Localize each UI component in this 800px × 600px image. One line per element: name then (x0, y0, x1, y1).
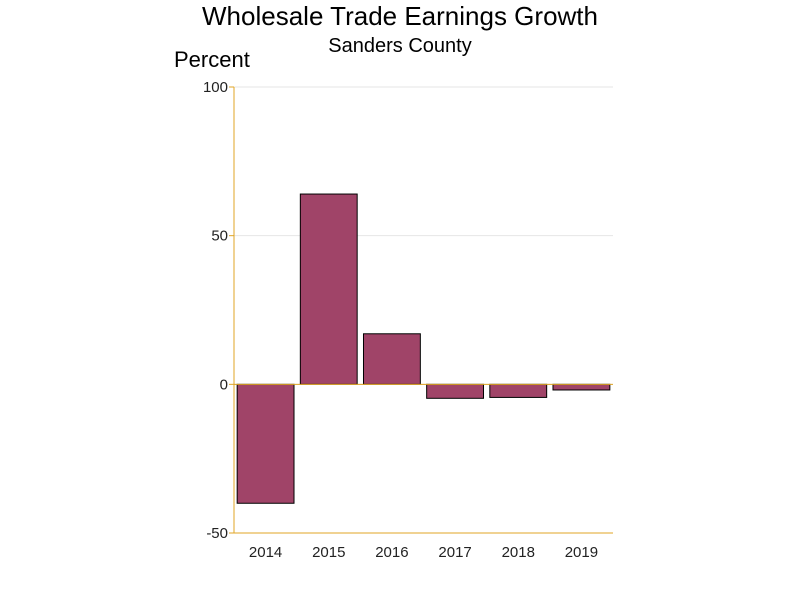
chart-subtitle: Sanders County (328, 35, 471, 57)
x-tick-label: 2018 (502, 544, 535, 561)
bar-2019 (552, 383, 611, 391)
bar-2015 (299, 193, 358, 385)
x-tick-label: 2019 (565, 544, 598, 561)
bar-2018 (489, 383, 548, 398)
y-tick-label: 100 (203, 79, 228, 96)
bar-2016 (362, 333, 421, 385)
bar-2017 (426, 383, 485, 399)
bar-2014 (236, 383, 295, 504)
x-ticks: 2014 2015 2016 2017 2018 2019 (249, 544, 598, 561)
x-tick-label: 2016 (375, 544, 408, 561)
y-tick-label: 50 (211, 228, 228, 245)
chart-title: Wholesale Trade Earnings Growth (202, 1, 598, 31)
x-tick-label: 2015 (312, 544, 345, 561)
bars (236, 193, 611, 504)
gridlines (234, 86, 613, 385)
y-axis-label: Percent (174, 47, 250, 72)
y-tick-label: -50 (206, 525, 228, 542)
x-tick-label: 2017 (438, 544, 471, 561)
y-tick-label: 0 (220, 376, 228, 393)
x-tick-label: 2014 (249, 544, 282, 561)
y-ticks: -50 0 50 100 (203, 79, 234, 542)
axes (233, 87, 613, 534)
